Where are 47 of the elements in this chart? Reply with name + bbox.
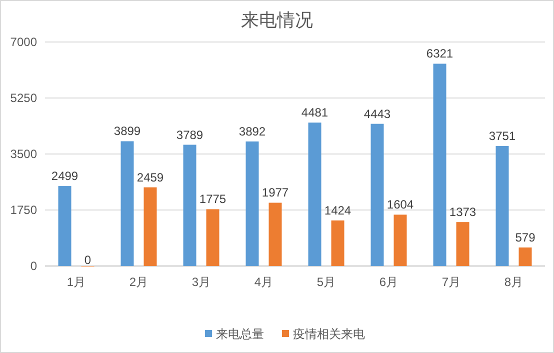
y-tick-label: 5250 [10, 91, 38, 105]
data-label: 4481 [301, 106, 328, 120]
data-label: 2499 [51, 169, 78, 184]
x-tick-label: 2月 [129, 275, 148, 289]
y-tick-label: 0 [30, 259, 38, 273]
y-tick-label: 3500 [10, 147, 38, 161]
data-label: 0 [84, 253, 92, 267]
bar [496, 146, 509, 266]
x-tick-label: 3月 [192, 275, 211, 289]
bar [331, 220, 344, 266]
y-tick-label: 7000 [10, 35, 38, 49]
legend-label: 疫情相关来电 [293, 327, 365, 341]
y-tick-label: 1750 [10, 203, 38, 217]
bar [58, 186, 72, 266]
data-label: 3789 [176, 128, 204, 142]
bar [206, 209, 220, 266]
data-label: 1604 [386, 198, 414, 212]
data-label: 3751 [488, 128, 516, 143]
data-label: 6321 [426, 46, 454, 61]
x-tick-label: 1月 [66, 275, 86, 289]
data-label: 1373 [449, 205, 476, 220]
x-tick-label: 5月 [316, 275, 336, 289]
data-label: 3892 [238, 124, 266, 138]
bar [246, 141, 259, 266]
x-tick-label: 6月 [379, 275, 398, 289]
x-tick-label: 8月 [504, 275, 524, 289]
bar [370, 124, 384, 266]
bar [183, 144, 196, 266]
bar [308, 122, 322, 266]
data-label: 3899 [114, 124, 141, 138]
bar [394, 214, 407, 266]
data-label: 2459 [136, 170, 164, 184]
data-label: 4443 [364, 106, 391, 121]
x-tick-label: 4月 [254, 275, 274, 289]
legend-label: 来电总量 [216, 327, 264, 341]
bar [518, 247, 532, 266]
data-label: 1424 [324, 203, 352, 218]
x-tick-label: 7月 [442, 275, 461, 289]
data-label: 579 [515, 230, 536, 244]
bar [120, 141, 134, 266]
bar [433, 64, 446, 266]
bar [456, 222, 470, 266]
data-label: 1775 [199, 192, 226, 206]
bar [144, 187, 157, 266]
data-label: 1977 [262, 186, 289, 200]
chart-title: 来电情况 [241, 10, 313, 30]
bar [268, 202, 282, 266]
